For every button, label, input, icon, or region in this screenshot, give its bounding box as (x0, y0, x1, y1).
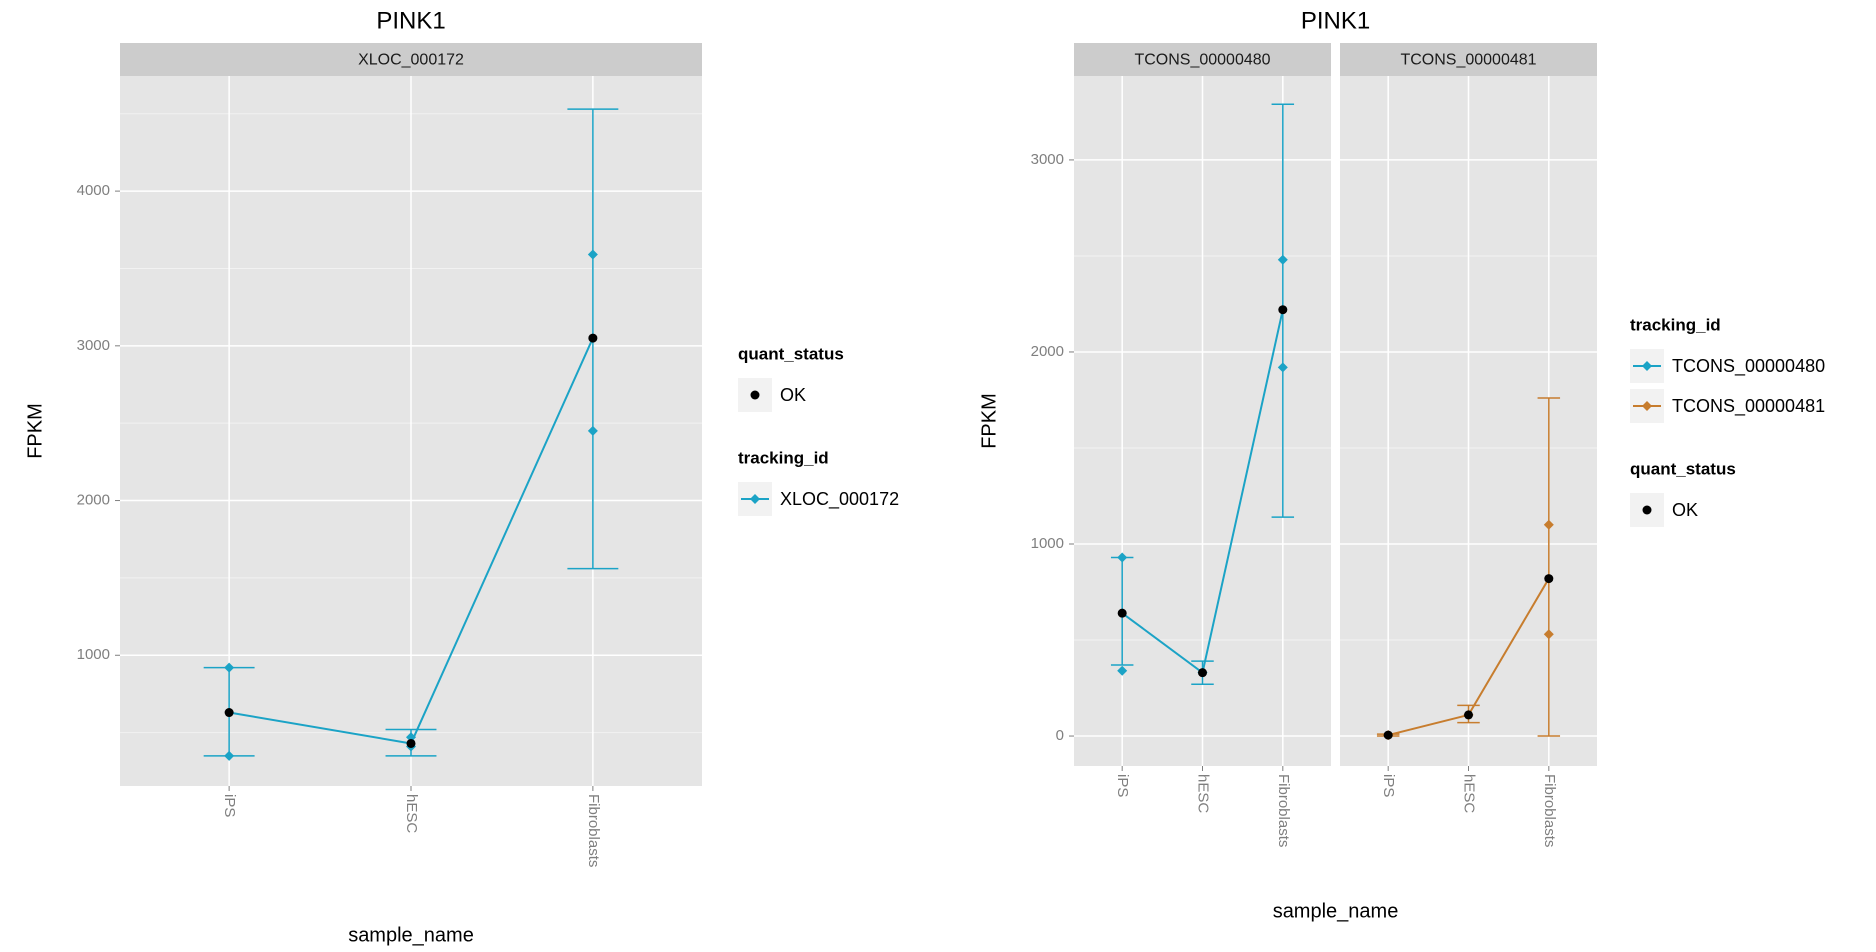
y-tick-label: 1000 (1031, 535, 1064, 552)
x-tick-label: iPS (221, 794, 238, 817)
chart-title: PINK1 (376, 7, 445, 34)
mean-point (1198, 668, 1207, 678)
y-tick-label: 1000 (77, 646, 110, 663)
x-tick-label: iPS (1114, 774, 1131, 797)
mean-point (224, 708, 234, 718)
legend-label: TCONS_00000481 (1672, 396, 1825, 417)
replicate-point (224, 750, 235, 761)
legend-symbol (750, 390, 760, 400)
mean-point (1383, 730, 1393, 740)
y-tick-label: 2000 (1031, 343, 1064, 360)
replicate-point (1117, 665, 1128, 676)
legend-title: tracking_id (1630, 315, 1721, 334)
mean-point (1278, 305, 1288, 315)
y-tick-label: 3000 (77, 337, 110, 354)
legend-symbol (1642, 505, 1652, 515)
y-tick-label: 3000 (1031, 151, 1064, 168)
replicate-point (587, 249, 598, 260)
x-axis-label: sample_name (348, 924, 474, 946)
replicate-point (1117, 552, 1128, 563)
strip-background (1074, 43, 1331, 76)
y-axis-label: FPKM (978, 393, 1000, 449)
x-tick-label: Fibroblasts (1275, 774, 1292, 847)
x-tick-label: Fibroblasts (1541, 774, 1558, 847)
legend-label: OK (780, 385, 806, 405)
x-tick-label: hESC (1195, 774, 1212, 813)
legend-title: quant_status (1630, 459, 1736, 478)
strip-label: XLOC_000172 (358, 52, 464, 69)
mean-point (1464, 710, 1473, 720)
mean-point (1544, 574, 1554, 584)
legend-label: XLOC_000172 (780, 489, 899, 510)
y-tick-label: 0 (1056, 727, 1064, 744)
legend-title: tracking_id (738, 448, 829, 467)
legend-symbol (1642, 401, 1652, 411)
mean-point (406, 738, 416, 748)
replicate-point (224, 662, 235, 673)
legend-title: quant_status (738, 344, 844, 363)
chart-title: PINK1 (1301, 7, 1370, 34)
strip-background (120, 43, 702, 76)
legend-label: OK (1672, 500, 1698, 520)
x-tick-label: hESC (1461, 774, 1478, 813)
legend-symbol (750, 494, 760, 504)
x-tick-label: Fibroblasts (585, 794, 602, 867)
replicate-point (1543, 629, 1554, 640)
strip-label: TCONS_00000481 (1400, 52, 1536, 69)
x-tick-label: iPS (1380, 774, 1397, 797)
replicate-point (1543, 519, 1554, 530)
strip-background (1340, 43, 1597, 76)
replicate-point (1277, 362, 1288, 373)
replicate-point (587, 425, 598, 436)
legend-label: TCONS_00000480 (1672, 356, 1825, 377)
y-axis-label: FPKM (24, 403, 46, 459)
replicate-point (1277, 254, 1288, 265)
legend-symbol (1642, 361, 1652, 371)
strip-label: TCONS_00000480 (1134, 52, 1270, 69)
mean-point (588, 333, 598, 343)
y-tick-label: 4000 (77, 182, 110, 199)
x-axis-label: sample_name (1273, 900, 1399, 922)
mean-point (1117, 608, 1127, 618)
x-tick-label: hESC (403, 794, 420, 833)
y-tick-label: 2000 (77, 492, 110, 509)
